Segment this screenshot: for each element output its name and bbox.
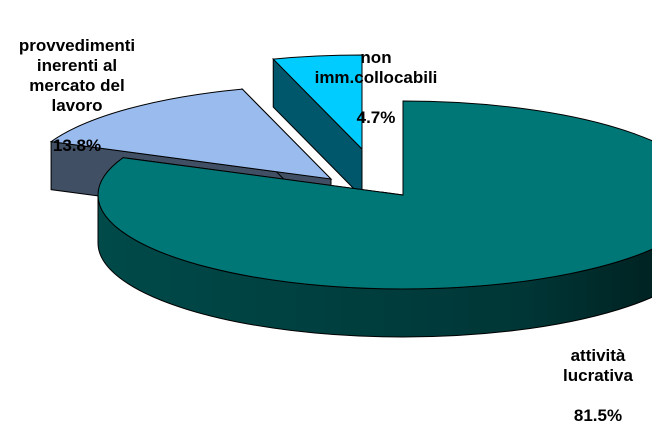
slice-label-text: attività lucrativa (563, 346, 633, 385)
pie-slice-1 (49, 88, 333, 180)
pie-slice-2 (272, 54, 363, 151)
slice-value-label: 13.8% (52, 136, 102, 155)
slice-value-label: 81.5% (573, 406, 623, 425)
slice-value-label: 4.7% (356, 108, 396, 127)
slice-label-non-immcollocabili: non imm.collocabili 4.7% (306, 28, 446, 148)
pie-slice-0 (97, 100, 652, 290)
pie-chart (49, 54, 652, 338)
slice-label-attivita-lucrativa: attività lucrativa 81.5% (552, 326, 644, 446)
slice-label-text: non imm.collocabili (314, 48, 438, 87)
slice-label-provvedimenti: provvedimenti inerenti al mercato del la… (2, 16, 152, 176)
slice-label-text: provvedimenti inerenti al mercato del la… (18, 36, 136, 115)
